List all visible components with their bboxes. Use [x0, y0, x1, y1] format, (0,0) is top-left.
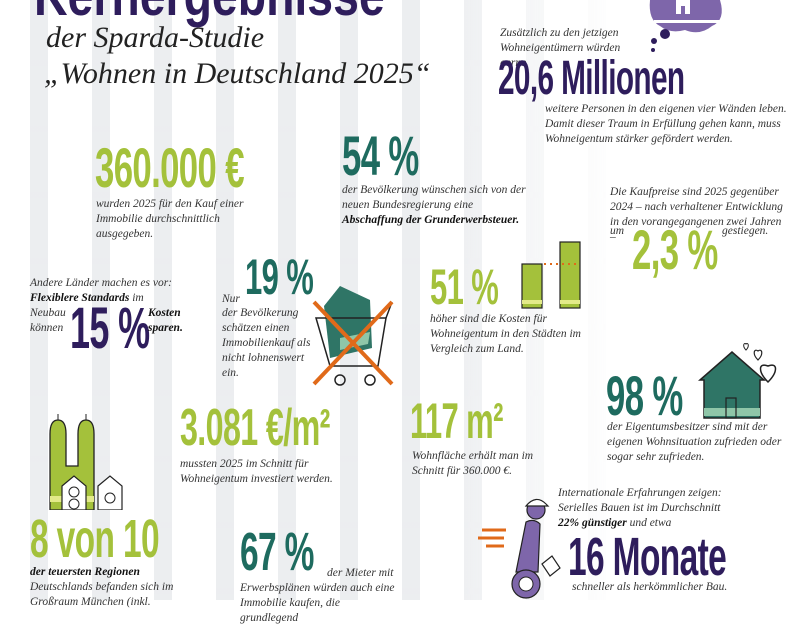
renters-value: 67 % [240, 522, 314, 582]
satisfied-text: der Eigentumsbesitzer sind mit der eigen… [607, 421, 782, 463]
sqm-price-value: 3.081 €/m² [180, 399, 330, 457]
bar-comparison-icon [521, 241, 581, 309]
regions-main: Deutschlands befanden sich im Großraum M… [30, 581, 174, 608]
millions-value: 20,6 Millionen [498, 52, 685, 105]
standards-koennen: können [30, 322, 64, 334]
house-hearts-icon [698, 343, 777, 419]
increase-post: gestiegen. [722, 225, 769, 237]
standards-text: Andere Länder machen es vor: Flexiblere … [30, 276, 180, 336]
area-text: Wohnfläche erhält man im Schnitt für 360… [412, 450, 534, 477]
regions-text: der teuersten Regionen Deutschlands befa… [30, 565, 180, 610]
standards-bold: Flexiblere Standards [30, 292, 130, 304]
price-text: wurden 2025 für den Kauf einer Immobilie… [96, 198, 244, 240]
sqm-price-text: mussten 2025 im Schnitt für Wohneigentum… [180, 458, 333, 485]
increase-text: Die Kaufpreise sind 2025 gegenüber 2024 … [610, 186, 783, 243]
satisfied-value: 98 % [606, 364, 683, 427]
standards-post: Kosten sparen. [148, 306, 188, 336]
page-title: Kernergebnisse [34, 0, 385, 29]
increase-value: 2,3 % [632, 218, 718, 281]
standards-value: 15 % [70, 296, 150, 361]
standards-post-bold: Kosten sparen. [148, 307, 183, 334]
crossed-shopping-cart-icon [312, 286, 394, 386]
munich-church-icon [49, 414, 123, 510]
serial-post: schneller als herkömmlicher Bau. [572, 581, 728, 593]
city-text: höher sind die Kosten für Wohneigentum i… [430, 313, 581, 355]
subtitle-line1: der Sparda-Studie [46, 21, 265, 54]
tax-text-bold: Abschaffung der Grunderwerbsteuer. [342, 214, 520, 226]
regions-bold: der teuersten Regionen [30, 566, 140, 578]
notworth-value: 19 % [245, 249, 314, 305]
serial-pre: Internationale Erfahrungen zeigen: Serie… [558, 487, 722, 514]
notworth-nur: Nur [222, 293, 240, 305]
tax-value: 54 % [342, 124, 419, 187]
area-value: 117 m² [410, 393, 503, 449]
increase-um: um [610, 225, 625, 237]
millions-post-text: weitere Personen in den eigenen vier Wän… [545, 103, 787, 145]
serial-und: und etwa [629, 517, 672, 529]
notworth-text: der Bevölkerung schätzen einen Immobilie… [222, 307, 311, 379]
regions-value: 8 von 10 [30, 509, 160, 569]
tax-text-main: der Bevölkerung wünschen sich von der ne… [342, 184, 526, 211]
standards-mid: im Neubau [30, 292, 144, 319]
renters-text1: der Mieter mit [327, 567, 394, 579]
thought-bubble-house-icon [649, 0, 722, 52]
serial-value: 16 Monate [568, 527, 727, 587]
tax-text: der Bevölkerung wünschen sich von der ne… [342, 183, 542, 228]
serial-bold: 22% günstiger [558, 517, 627, 529]
serial-text: Internationale Erfahrungen zeigen: Serie… [558, 486, 758, 531]
millions-pre-text: Zusätzlich zu den jetzigen Wohneigentüme… [500, 27, 621, 69]
standards-pre: Andere Länder machen es vor: [30, 277, 173, 289]
price-value: 360.000 € [95, 136, 245, 199]
renters-text2: Erwerbsplänen würden auch eine Immobilie… [240, 582, 395, 624]
city-value: 51 % [430, 259, 499, 315]
subtitle-line2: „Wohnen in Deutschland 2025“ [44, 57, 431, 90]
construction-worker-icon [478, 498, 561, 599]
